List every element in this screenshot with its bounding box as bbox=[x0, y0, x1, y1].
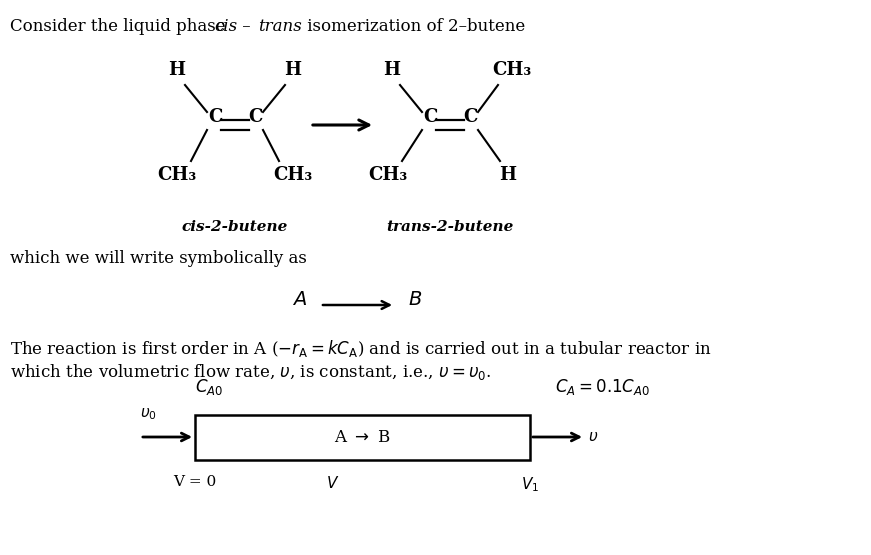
Text: C: C bbox=[248, 108, 262, 126]
Text: A $\rightarrow$ B: A $\rightarrow$ B bbox=[334, 429, 391, 446]
Text: which the volumetric flow rate, $\upsilon$, is constant, i.e., $\upsilon = \upsi: which the volumetric flow rate, $\upsilo… bbox=[10, 362, 491, 382]
Text: $A$: $A$ bbox=[293, 291, 307, 309]
Text: CH₃: CH₃ bbox=[368, 166, 408, 184]
Text: $V$: $V$ bbox=[326, 475, 339, 491]
Text: cis: cis bbox=[214, 18, 237, 35]
Text: trans: trans bbox=[258, 18, 301, 35]
Text: C: C bbox=[463, 108, 477, 126]
Text: H: H bbox=[383, 61, 401, 79]
Text: cis-2-butene: cis-2-butene bbox=[182, 220, 288, 234]
Text: trans-2-butene: trans-2-butene bbox=[387, 220, 514, 234]
Text: $\upsilon$: $\upsilon$ bbox=[588, 430, 598, 444]
Text: –: – bbox=[237, 18, 256, 35]
Text: CH₃: CH₃ bbox=[158, 166, 197, 184]
Text: $B$: $B$ bbox=[408, 291, 422, 309]
Text: $\upsilon_0$: $\upsilon_0$ bbox=[140, 406, 157, 422]
Text: H: H bbox=[499, 166, 517, 184]
Text: CH₃: CH₃ bbox=[273, 166, 313, 184]
Text: $C_A = 0.1C_{A0}$: $C_A = 0.1C_{A0}$ bbox=[555, 377, 650, 397]
Text: Consider the liquid phase: Consider the liquid phase bbox=[10, 18, 231, 35]
Text: CH₃: CH₃ bbox=[492, 61, 531, 79]
Text: C: C bbox=[422, 108, 437, 126]
Text: H: H bbox=[285, 61, 301, 79]
Text: V = 0: V = 0 bbox=[173, 475, 217, 489]
Text: $C_{A0}$: $C_{A0}$ bbox=[195, 377, 223, 397]
Text: $V_1$: $V_1$ bbox=[521, 475, 539, 494]
Text: The reaction is first order in A ($-r_\mathrm{A} = kC_\mathrm{A}$) and is carrie: The reaction is first order in A ($-r_\m… bbox=[10, 338, 712, 359]
Text: which we will write symbolically as: which we will write symbolically as bbox=[10, 250, 307, 267]
Text: C: C bbox=[208, 108, 222, 126]
Text: H: H bbox=[168, 61, 186, 79]
Bar bbox=[195, 415, 530, 460]
Text: isomerization of 2–butene: isomerization of 2–butene bbox=[302, 18, 525, 35]
